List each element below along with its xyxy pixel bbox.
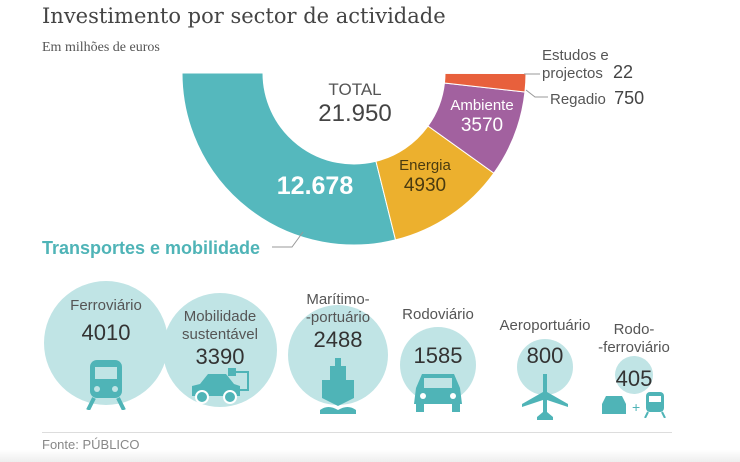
bubble-label: Aeroportuário bbox=[499, 317, 591, 334]
bubble-value: 800 bbox=[526, 343, 564, 368]
ambiente-label: Ambiente bbox=[450, 97, 514, 114]
estudos-label-text: projectos bbox=[542, 65, 603, 82]
ambiente-value: 3570 bbox=[460, 115, 504, 136]
bubble-value: 4010 bbox=[81, 320, 131, 345]
estudos-value: 22 bbox=[613, 62, 634, 82]
chart-title: Investimento por sector de actividade bbox=[42, 4, 446, 28]
transport-value: 12.678 bbox=[276, 172, 354, 200]
regadio-label-text: Regadio bbox=[550, 91, 606, 108]
estudos-label-line2: projectos 22 bbox=[542, 62, 634, 82]
leader-regadio bbox=[525, 89, 548, 98]
bubble-label: Rodoviário bbox=[402, 306, 474, 323]
total-value: 21.950 bbox=[318, 100, 392, 127]
divider bbox=[42, 432, 672, 433]
slice-estudos-e-projectos bbox=[444, 72, 527, 75]
svg-text:+: + bbox=[632, 399, 640, 415]
source-note: Fonte: PÚBLICO bbox=[42, 437, 140, 452]
bubble-6 bbox=[615, 356, 653, 394]
estudos-label-line1: Estudos e bbox=[542, 47, 609, 64]
bubble-label: Ferroviário bbox=[70, 297, 142, 314]
bubble-value: 405 bbox=[615, 366, 653, 391]
regadio-value: 750 bbox=[614, 88, 645, 108]
bottom-shadow bbox=[0, 450, 740, 462]
energia-value: 4930 bbox=[403, 175, 447, 196]
bubble-label: Rodo- -ferroviário bbox=[598, 321, 670, 356]
bubble-value: 2488 bbox=[313, 327, 363, 352]
total-label: TOTAL bbox=[328, 80, 382, 99]
slice-transportes-e-mobilidade bbox=[181, 72, 397, 246]
bubble-value: 3390 bbox=[195, 344, 245, 369]
chart-subtitle: Em milhões de euros bbox=[42, 40, 160, 55]
bubble-label: Marítimo- -portuário bbox=[305, 291, 371, 326]
bubble-label: Mobilidade sustentável bbox=[182, 308, 258, 343]
bubble-value: 1585 bbox=[413, 343, 463, 368]
energia-label: Energia bbox=[399, 157, 451, 174]
regadio-label: Regadio 750 bbox=[550, 88, 644, 109]
transport-label: Transportes e mobilidade bbox=[42, 238, 261, 258]
leader-transport bbox=[272, 231, 304, 248]
estudos-label: Estudos e projectos 22 bbox=[542, 47, 633, 82]
